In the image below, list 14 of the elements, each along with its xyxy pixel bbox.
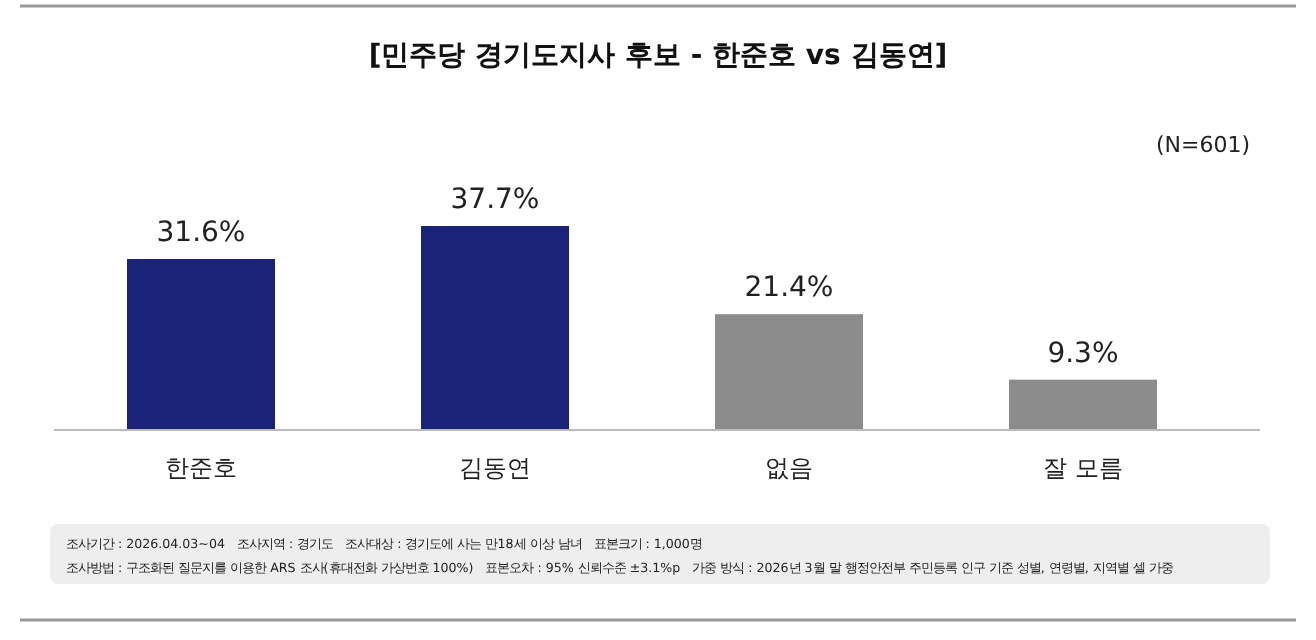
data-label: 9.3% (1047, 337, 1119, 370)
bar (715, 314, 863, 430)
chart-subtitle: (N=601) (1155, 132, 1250, 158)
bar (127, 259, 275, 430)
x-tick-label: 한준호 (165, 454, 237, 482)
data-label: 37.7% (450, 184, 540, 216)
bar (1009, 379, 1157, 430)
data-label: 21.4% (744, 272, 834, 305)
chart-title: [민주당 경기도지사 후보 - 한준호 vs 김동연] (368, 40, 948, 72)
x-tick-label: 김동연 (459, 454, 531, 482)
x-tick-label: 없음 (765, 454, 813, 482)
bar (421, 226, 569, 430)
data-label: 31.6% (156, 217, 246, 250)
x-tick-label: 잘 모름 (1043, 454, 1123, 482)
